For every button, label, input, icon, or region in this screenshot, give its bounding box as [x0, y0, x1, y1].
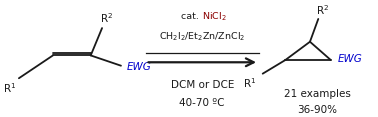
Text: R$^{1}$: R$^{1}$ — [243, 76, 256, 90]
Text: 21 examples: 21 examples — [284, 89, 351, 99]
Text: 36-90%: 36-90% — [297, 105, 338, 115]
Text: EWG: EWG — [338, 54, 362, 64]
Text: R$^{2}$: R$^{2}$ — [316, 3, 329, 17]
Text: R$^{1}$: R$^{1}$ — [3, 82, 16, 95]
Text: R$^{2}$: R$^{2}$ — [100, 11, 113, 25]
Text: 40-70 ºC: 40-70 ºC — [180, 98, 225, 108]
Text: NiCl$_2$: NiCl$_2$ — [202, 10, 227, 23]
Text: DCM or DCE: DCM or DCE — [170, 80, 234, 90]
Text: EWG: EWG — [127, 62, 151, 72]
Text: cat.: cat. — [181, 12, 202, 21]
Text: CH$_2$I$_2$/Et$_2$Zn/ZnCl$_2$: CH$_2$I$_2$/Et$_2$Zn/ZnCl$_2$ — [159, 31, 245, 43]
